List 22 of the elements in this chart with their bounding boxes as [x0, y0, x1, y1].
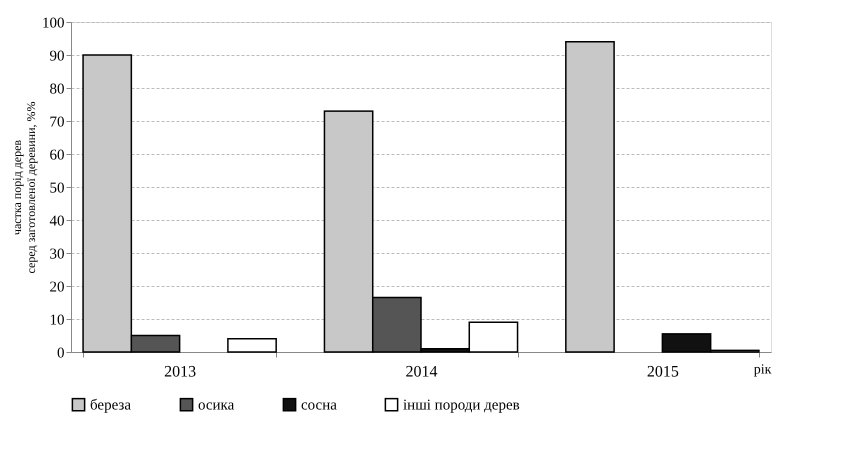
bar — [227, 338, 277, 353]
y-tick-label: 30 — [50, 246, 64, 262]
legend-label: осика — [198, 398, 235, 414]
y-tick-label: 90 — [50, 48, 64, 64]
y-tick-label: 100 — [42, 16, 64, 32]
y-tick-label: 50 — [50, 180, 64, 196]
bar — [565, 41, 615, 353]
legend-label: сосна — [301, 398, 338, 414]
y-tick-label: 80 — [50, 82, 64, 98]
legend-label: інші породи дерев — [403, 398, 520, 414]
y-tick-label: 0 — [57, 346, 64, 362]
x-tick-label: 2014 — [406, 364, 438, 380]
legend-label: береза — [90, 398, 132, 414]
x-axis-title: рік — [754, 362, 772, 378]
y-tick-label: 20 — [50, 280, 64, 296]
y-tick-label: 40 — [50, 214, 64, 230]
y-tick-label: 60 — [50, 148, 64, 164]
y-tick-label: 10 — [50, 312, 64, 328]
y-axis-title: частка порід дерев серед заготовленої деревини, %% — [10, 102, 38, 274]
x-tick-label: 2015 — [646, 364, 679, 380]
x-tick-label: 2013 — [164, 364, 196, 380]
y-tick-label: 70 — [50, 114, 64, 130]
